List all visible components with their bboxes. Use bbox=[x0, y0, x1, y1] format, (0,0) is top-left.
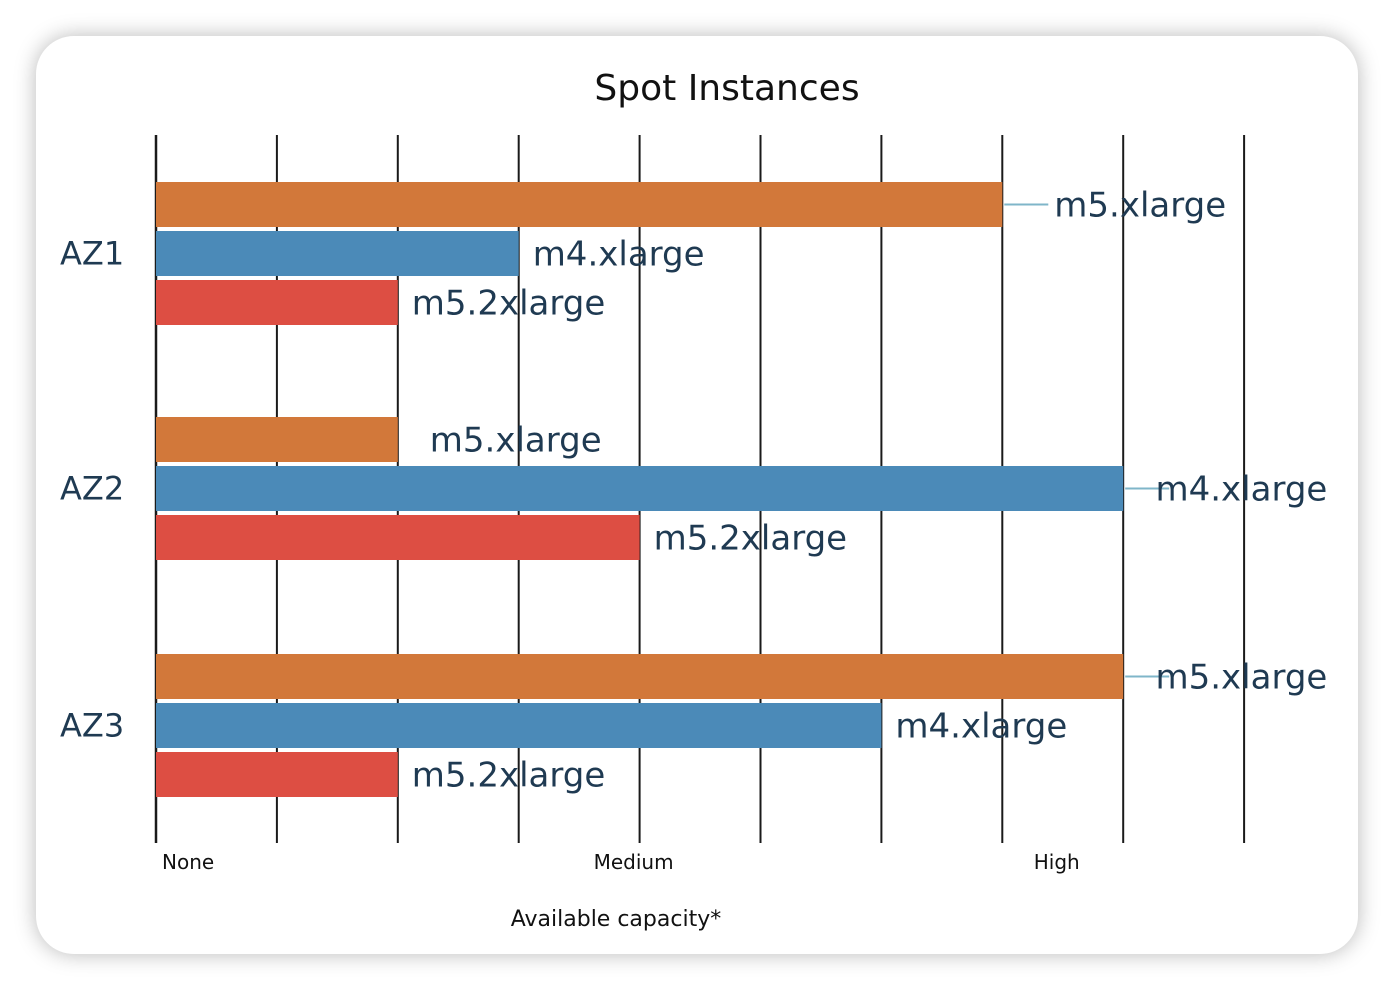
x-tick-labels: None Medium High bbox=[162, 850, 1080, 874]
bar bbox=[156, 752, 398, 797]
x-axis-title: Available capacity* bbox=[511, 907, 721, 932]
x-tick-label: High bbox=[1034, 850, 1080, 874]
chart-title: Spot Instances bbox=[594, 68, 859, 109]
bar-label: m5.2xlarge bbox=[412, 756, 605, 796]
bar bbox=[156, 703, 882, 748]
category-label: AZ2 bbox=[60, 470, 124, 508]
bar bbox=[156, 231, 519, 276]
x-tick-label: Medium bbox=[594, 850, 674, 874]
category-label: AZ3 bbox=[60, 707, 124, 745]
x-tick-label: None bbox=[162, 850, 214, 874]
category-labels: AZ1 AZ2 AZ3 bbox=[60, 235, 124, 745]
bar bbox=[156, 182, 1003, 227]
bar-label: m5.2xlarge bbox=[654, 519, 847, 559]
bar bbox=[156, 515, 640, 560]
bar-label: m4.xlarge bbox=[533, 235, 705, 275]
bar bbox=[156, 417, 398, 462]
bar-label: m4.xlarge bbox=[1156, 470, 1328, 510]
bar-labels: m5.xlarge m4.xlarge m5.2xlarge m5.xlarge m4.… bbox=[412, 186, 1328, 796]
bar-label: m5.xlarge bbox=[1156, 658, 1328, 698]
bar bbox=[156, 654, 1124, 699]
bar bbox=[156, 280, 398, 325]
bar-label: m5.xlarge bbox=[1054, 186, 1226, 226]
bar-label: m5.2xlarge bbox=[412, 284, 605, 324]
label-leader-lines bbox=[1004, 203, 1170, 678]
bar-label: m4.xlarge bbox=[895, 707, 1067, 747]
category-label: AZ1 bbox=[60, 235, 124, 273]
bar bbox=[156, 466, 1124, 511]
bar-label: m5.xlarge bbox=[430, 421, 602, 461]
bars bbox=[156, 182, 1124, 797]
